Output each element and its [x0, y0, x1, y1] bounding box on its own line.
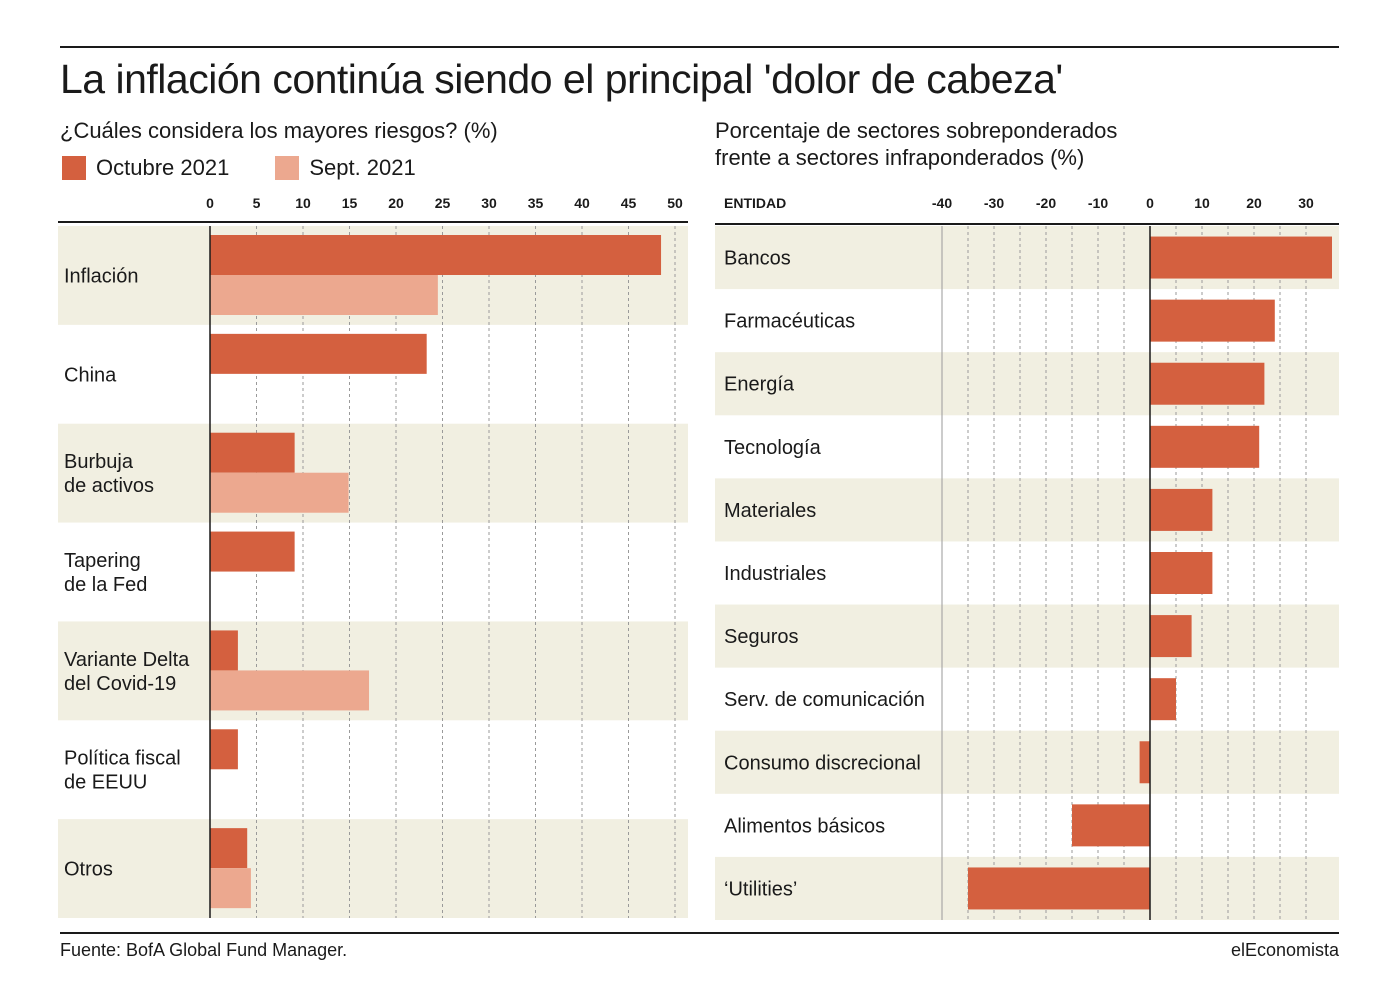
- bar-burbuja-de-activos-octubre-2021: [210, 432, 295, 473]
- bar-energia: [1150, 362, 1265, 405]
- bar-china-octubre-2021: [210, 333, 427, 374]
- bar-variante-delta-del-covid-19-octubre-2021: [210, 630, 238, 671]
- bar-otros-sept-2021: [210, 868, 251, 909]
- category-label: Farmacéuticas: [724, 311, 855, 333]
- bar-inflacion-sept-2021: [210, 275, 438, 315]
- x-tick-label: 10: [1194, 195, 1210, 211]
- x-tick-label: 0: [206, 195, 214, 211]
- bar-utilities: [968, 867, 1150, 910]
- category-header: ENTIDAD: [724, 195, 786, 211]
- x-tick-label: 30: [481, 195, 497, 211]
- bar-farmaceuticas: [1150, 299, 1275, 342]
- bottom-rule: [60, 932, 1339, 934]
- row-band: [715, 604, 1339, 668]
- bar-serv-de-comunicacion: [1150, 678, 1176, 721]
- category-label: Energía: [724, 374, 795, 396]
- risks-bar-chart: 0 5 10 15 20 25 30 35 40 45 50 Inflación China Burbuj…: [58, 195, 688, 918]
- x-tick-label: -40: [932, 195, 952, 211]
- category-label: Industriales: [724, 563, 826, 585]
- category-label: Serv. de comunicación: [724, 689, 925, 711]
- legend-item-octubre: Octubre 2021: [62, 155, 229, 181]
- category-label: Tapering de la Fed: [64, 550, 147, 596]
- bar-politica-fiscal-de-eeuu-octubre-2021: [210, 729, 238, 770]
- row-band: [58, 819, 688, 918]
- bar-bancos: [1150, 236, 1332, 279]
- brand-logo-text: elEconomista: [1230, 940, 1339, 960]
- legend-label-octubre: Octubre 2021: [96, 155, 230, 180]
- bar-inflacion-octubre-2021: [210, 235, 662, 275]
- category-label: Variante Delta del Covid-19: [64, 649, 190, 695]
- legend-swatch-octubre: [62, 156, 86, 180]
- row-band: [715, 478, 1339, 542]
- category-label: ‘Utilities’: [724, 878, 797, 900]
- x-tick-label: -30: [984, 195, 1004, 211]
- category-label: Otros: [64, 859, 113, 881]
- row-band: [715, 730, 1339, 794]
- x-tick-label: -20: [1036, 195, 1056, 211]
- category-label: Política fiscal de EEUU: [64, 748, 181, 794]
- category-label: Tecnología: [724, 437, 822, 459]
- category-label: Bancos: [724, 248, 791, 270]
- left-chart-subtitle: ¿Cuáles considera los mayores riesgos? (…: [60, 118, 498, 143]
- x-tick-label: 50: [667, 195, 683, 211]
- x-tick-label: 10: [295, 195, 311, 211]
- bar-consumo-discrecional: [1139, 741, 1150, 784]
- legend: Octubre 2021 Sept. 2021: [62, 153, 462, 183]
- bar-otros-octubre-2021: [210, 828, 248, 869]
- right-subtitle-line-2: frente a sectores infraponderados (%): [715, 145, 1085, 170]
- x-tick-label: 20: [388, 195, 404, 211]
- legend-item-sept: Sept. 2021: [275, 155, 416, 181]
- x-tick-label: 0: [1146, 195, 1154, 211]
- bar-variante-delta-del-covid-19-sept-2021: [210, 670, 370, 711]
- bar-burbuja-de-activos-sept-2021: [210, 472, 349, 513]
- category-label: Consumo discrecional: [724, 752, 921, 774]
- category-label: Materiales: [724, 500, 816, 522]
- bar-materiales: [1150, 488, 1213, 531]
- category-label: Inflación: [64, 265, 139, 287]
- category-label: Alimentos básicos: [724, 815, 885, 837]
- right-chart-subtitle: Porcentaje de sectores sobreponderados f…: [715, 117, 1117, 171]
- page-title: La inflación continúa siendo el principa…: [60, 56, 1063, 102]
- x-tick-label: 45: [621, 195, 637, 211]
- x-tick-label: 40: [574, 195, 590, 211]
- right-subtitle-line-1: Porcentaje de sectores sobreponderados: [715, 118, 1118, 143]
- x-tick-label: 35: [528, 195, 544, 211]
- category-label: China: [64, 364, 117, 386]
- x-tick-label: 25: [435, 195, 451, 211]
- top-rule: [60, 46, 1339, 48]
- bar-tecnologia: [1150, 425, 1260, 468]
- category-label: Seguros: [724, 626, 799, 648]
- x-tick-label: 5: [253, 195, 261, 211]
- category-label: Burbuja de activos: [64, 451, 154, 497]
- x-tick-label: -10: [1088, 195, 1108, 211]
- row-band: [58, 621, 688, 721]
- legend-label-sept: Sept. 2021: [309, 155, 416, 180]
- x-tick-label: 15: [342, 195, 358, 211]
- legend-swatch-sept: [275, 156, 300, 180]
- sectors-bar-chart: ENTIDAD -40 -30 -20 -10 0 10 20 30 Bancos Farmacéu…: [715, 195, 1339, 920]
- x-tick-label: 20: [1246, 195, 1262, 211]
- bar-alimentos-basicos: [1072, 804, 1150, 847]
- bar-seguros: [1150, 615, 1192, 658]
- bar-industriales: [1150, 552, 1213, 594]
- bar-tapering-de-la-fed-octubre-2021: [210, 531, 295, 572]
- x-tick-label: 30: [1298, 195, 1314, 211]
- row-band: [58, 423, 688, 523]
- source-note: Fuente: BofA Global Fund Manager.: [60, 940, 348, 960]
